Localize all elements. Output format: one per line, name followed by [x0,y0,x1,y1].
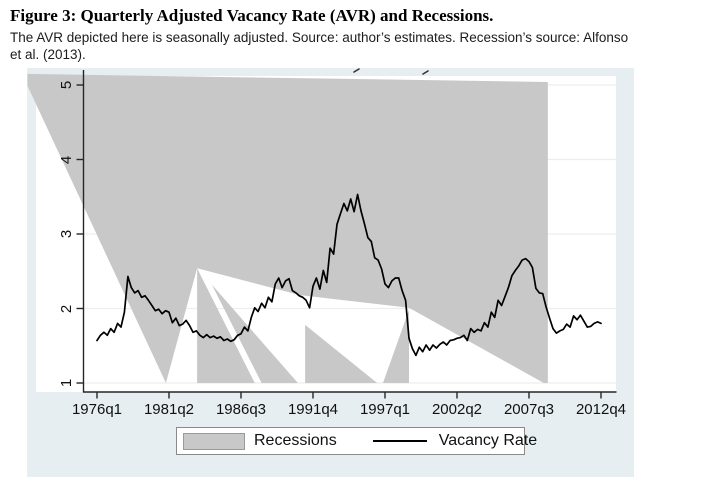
figure-caption-line2: et al. (2013). [10,47,86,62]
xtick-2007q3: 2007q3 [503,401,555,418]
vacancy-rate-line [96,193,602,357]
ytick-4: 4 [58,155,75,164]
figure-caption: The AVR depicted here is seasonally adju… [10,29,718,63]
recession-swatch [183,432,245,450]
vacancy-legend-label: Vacancy Rate [438,432,538,449]
axis-ticks [76,84,602,399]
axes [82,70,617,393]
xtick-1981q2: 1981q2 [143,401,195,418]
xtick-2012q4: 2012q4 [575,401,627,418]
cropped-text-remnant [353,68,429,75]
recessions-legend-label: Recessions [254,432,337,449]
vacancy-line-sample [372,440,427,442]
xtick-1991q4: 1991q4 [287,401,339,418]
chart-legend: Recessions Vacancy Rate [176,427,537,455]
recession-shading [27,73,548,383]
xtick-2002q2: 2002q2 [431,401,483,418]
ytick-2: 2 [58,304,75,313]
ytick-1: 1 [58,378,75,388]
xtick-1976q1: 1976q1 [71,401,123,418]
figure-title: Figure 3: Quarterly Adjusted Vacancy Rat… [10,6,494,25]
ytick-5: 5 [58,80,75,90]
xtick-1997q1: 1997q1 [359,401,411,418]
ytick-3: 3 [58,229,75,239]
figure-caption-line1: The AVR depicted here is seasonally adju… [10,30,629,45]
xtick-1986q3: 1986q3 [215,401,267,418]
